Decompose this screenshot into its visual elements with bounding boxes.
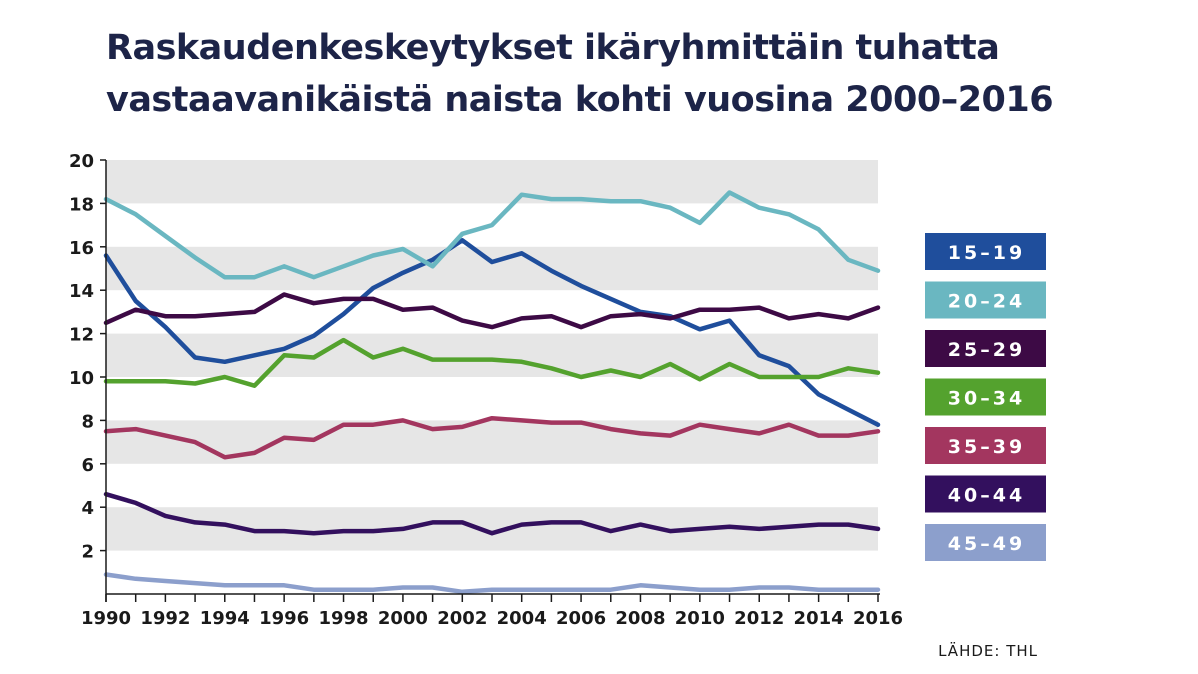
legend-item-1: 20–24	[925, 281, 1046, 319]
y-tick-label: 6	[81, 455, 94, 476]
x-tick-label: 2000	[378, 608, 428, 629]
legend-swatch	[925, 281, 1046, 319]
series-line-1	[103, 190, 881, 280]
x-tick-label: 2004	[497, 608, 547, 629]
x-tick-label: 2014	[794, 608, 844, 629]
legend-item-0: 15–19	[925, 233, 1046, 270]
x-tick-label: 2008	[615, 608, 665, 629]
y-tick-label: 2	[81, 542, 94, 563]
grid-band	[106, 160, 878, 204]
legend-label: 40–44	[948, 485, 1025, 507]
legend-swatch	[925, 475, 1046, 513]
legend-label: 30–34	[948, 388, 1025, 410]
legend-item-6: 45–49	[925, 524, 1046, 561]
legend-item-3: 30–34	[925, 378, 1046, 416]
y-tick-label: 12	[69, 325, 94, 346]
legend: 15–19 20–24 25–29 30–34 35–39 40–44 45–49	[925, 233, 1046, 561]
legend-item-5: 40–44	[925, 475, 1046, 513]
axes	[100, 159, 880, 602]
legend-label: 45–49	[948, 533, 1025, 555]
legend-swatch	[925, 330, 1046, 367]
x-tick-label: 2002	[437, 608, 487, 629]
series-line-3	[103, 337, 881, 388]
x-tick-label: 2016	[853, 608, 903, 629]
series-line-4	[103, 415, 881, 460]
x-tick-label: 1996	[259, 608, 309, 629]
legend-label: 15–19	[948, 242, 1025, 264]
x-tick-label: 1998	[318, 608, 368, 629]
legend-swatch	[925, 233, 1046, 270]
x-tick-label: 1990	[81, 608, 131, 629]
series-line-5	[103, 491, 881, 536]
legend-label: 20–24	[948, 291, 1025, 313]
y-tick-label: 20	[69, 151, 94, 172]
legend-item-2: 25–29	[925, 330, 1046, 367]
legend-swatch	[925, 427, 1046, 464]
legend-swatch	[925, 524, 1046, 561]
x-tick-label: 2006	[556, 608, 606, 629]
x-tick-label: 1994	[200, 608, 250, 629]
y-tick-label: 14	[69, 281, 94, 302]
grid-band	[106, 246, 878, 291]
source-note: LÄHDE: THL	[938, 642, 1038, 660]
series-line-6	[103, 572, 881, 595]
series-line-2	[103, 292, 881, 330]
grid-bands	[106, 160, 878, 551]
y-tick-label: 8	[81, 411, 94, 432]
chart-title: Raskaudenkeskeytykset ikäryhmittäin tuha…	[106, 28, 1054, 120]
legend-label: 25–29	[948, 339, 1025, 361]
y-tick-label: 18	[69, 194, 94, 215]
legend-label: 35–39	[948, 436, 1025, 458]
y-tick-label: 16	[69, 238, 94, 259]
legend-item-4: 35–39	[925, 427, 1046, 464]
series-lines	[103, 190, 881, 595]
y-tick-label: 4	[81, 498, 94, 519]
x-tick-label: 2010	[675, 608, 725, 629]
legend-swatch	[925, 378, 1046, 416]
series-line-0	[103, 238, 881, 427]
x-tick-label: 2012	[734, 608, 784, 629]
x-tick-label: 1992	[140, 608, 190, 629]
x-tick-labels: 1990 1992 1994 1996 1998 2000 2002 2004 2006 2008…	[81, 608, 903, 629]
y-tick-labels: 2 4 6 8 10 12 14 16 18 20	[69, 151, 94, 563]
y-tick-label: 10	[69, 368, 94, 389]
